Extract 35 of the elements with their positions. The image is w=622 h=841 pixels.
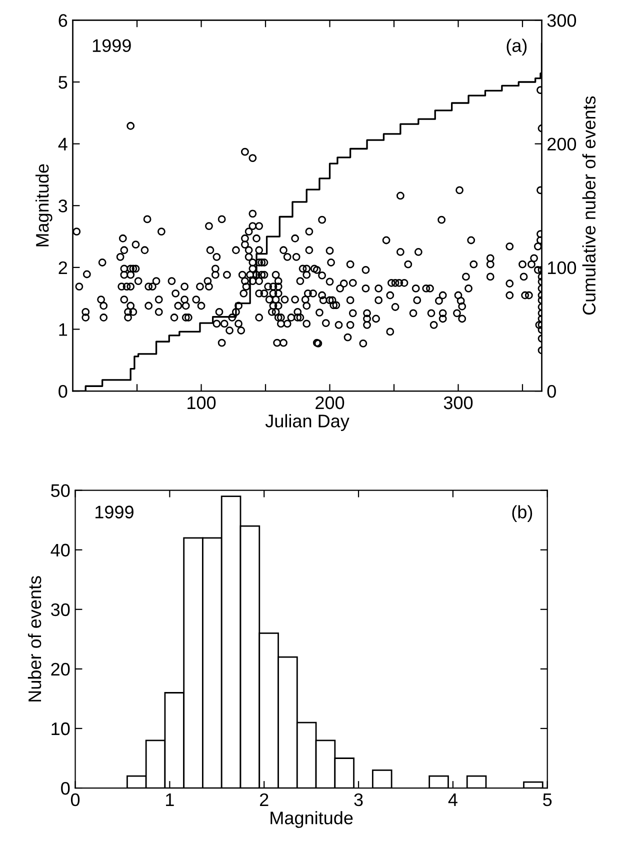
y-tick-label: 20 bbox=[51, 662, 70, 676]
annotation: (a) bbox=[506, 38, 527, 56]
x-tick-label: 300 bbox=[444, 396, 473, 410]
y-tick-label: 3 bbox=[58, 200, 68, 212]
x-tick-label: 100 bbox=[188, 396, 216, 410]
y-tick-label: 6 bbox=[58, 14, 68, 27]
annotation: 1999 bbox=[96, 506, 134, 518]
x-tick-label: 0 bbox=[70, 793, 80, 806]
y-tick-label: 30 bbox=[51, 603, 70, 616]
y2-axis-title: Cumulative nuber of events bbox=[582, 96, 596, 315]
x-axis-title: Julian Day bbox=[265, 414, 350, 431]
y-axis-title: Nuber of events bbox=[28, 576, 42, 702]
x-tick-label: 3 bbox=[354, 793, 363, 806]
x-axis-title: Magnitude bbox=[270, 811, 353, 828]
y2-tick-label: 100 bbox=[548, 261, 576, 274]
x-tick-label: 200 bbox=[316, 396, 344, 410]
y-tick-label: 10 bbox=[52, 722, 70, 736]
y2-tick-label: 300 bbox=[547, 14, 576, 27]
x-tick-label: 4 bbox=[448, 794, 458, 806]
y-tick-label: 2 bbox=[58, 261, 68, 274]
y-tick-label: 0 bbox=[61, 782, 70, 795]
y-tick-label: 0 bbox=[58, 385, 68, 398]
y-axis-title: Magnitude bbox=[35, 164, 52, 246]
x-tick-label: 5 bbox=[543, 794, 552, 806]
y-tick-label: 4 bbox=[58, 138, 68, 150]
y-tick-label: 5 bbox=[58, 76, 68, 89]
annotation: 1999 bbox=[92, 39, 131, 52]
y-tick-label: 1 bbox=[59, 323, 68, 336]
y-tick-label: 50 bbox=[51, 484, 70, 498]
x-tick-label: 2 bbox=[260, 793, 268, 806]
y-tick-label: 40 bbox=[50, 544, 70, 557]
x-tick-label: 1 bbox=[166, 794, 174, 806]
annotation: (b) bbox=[512, 505, 532, 522]
y2-tick-label: 0 bbox=[547, 385, 556, 398]
y2-tick-label: 200 bbox=[548, 138, 576, 151]
